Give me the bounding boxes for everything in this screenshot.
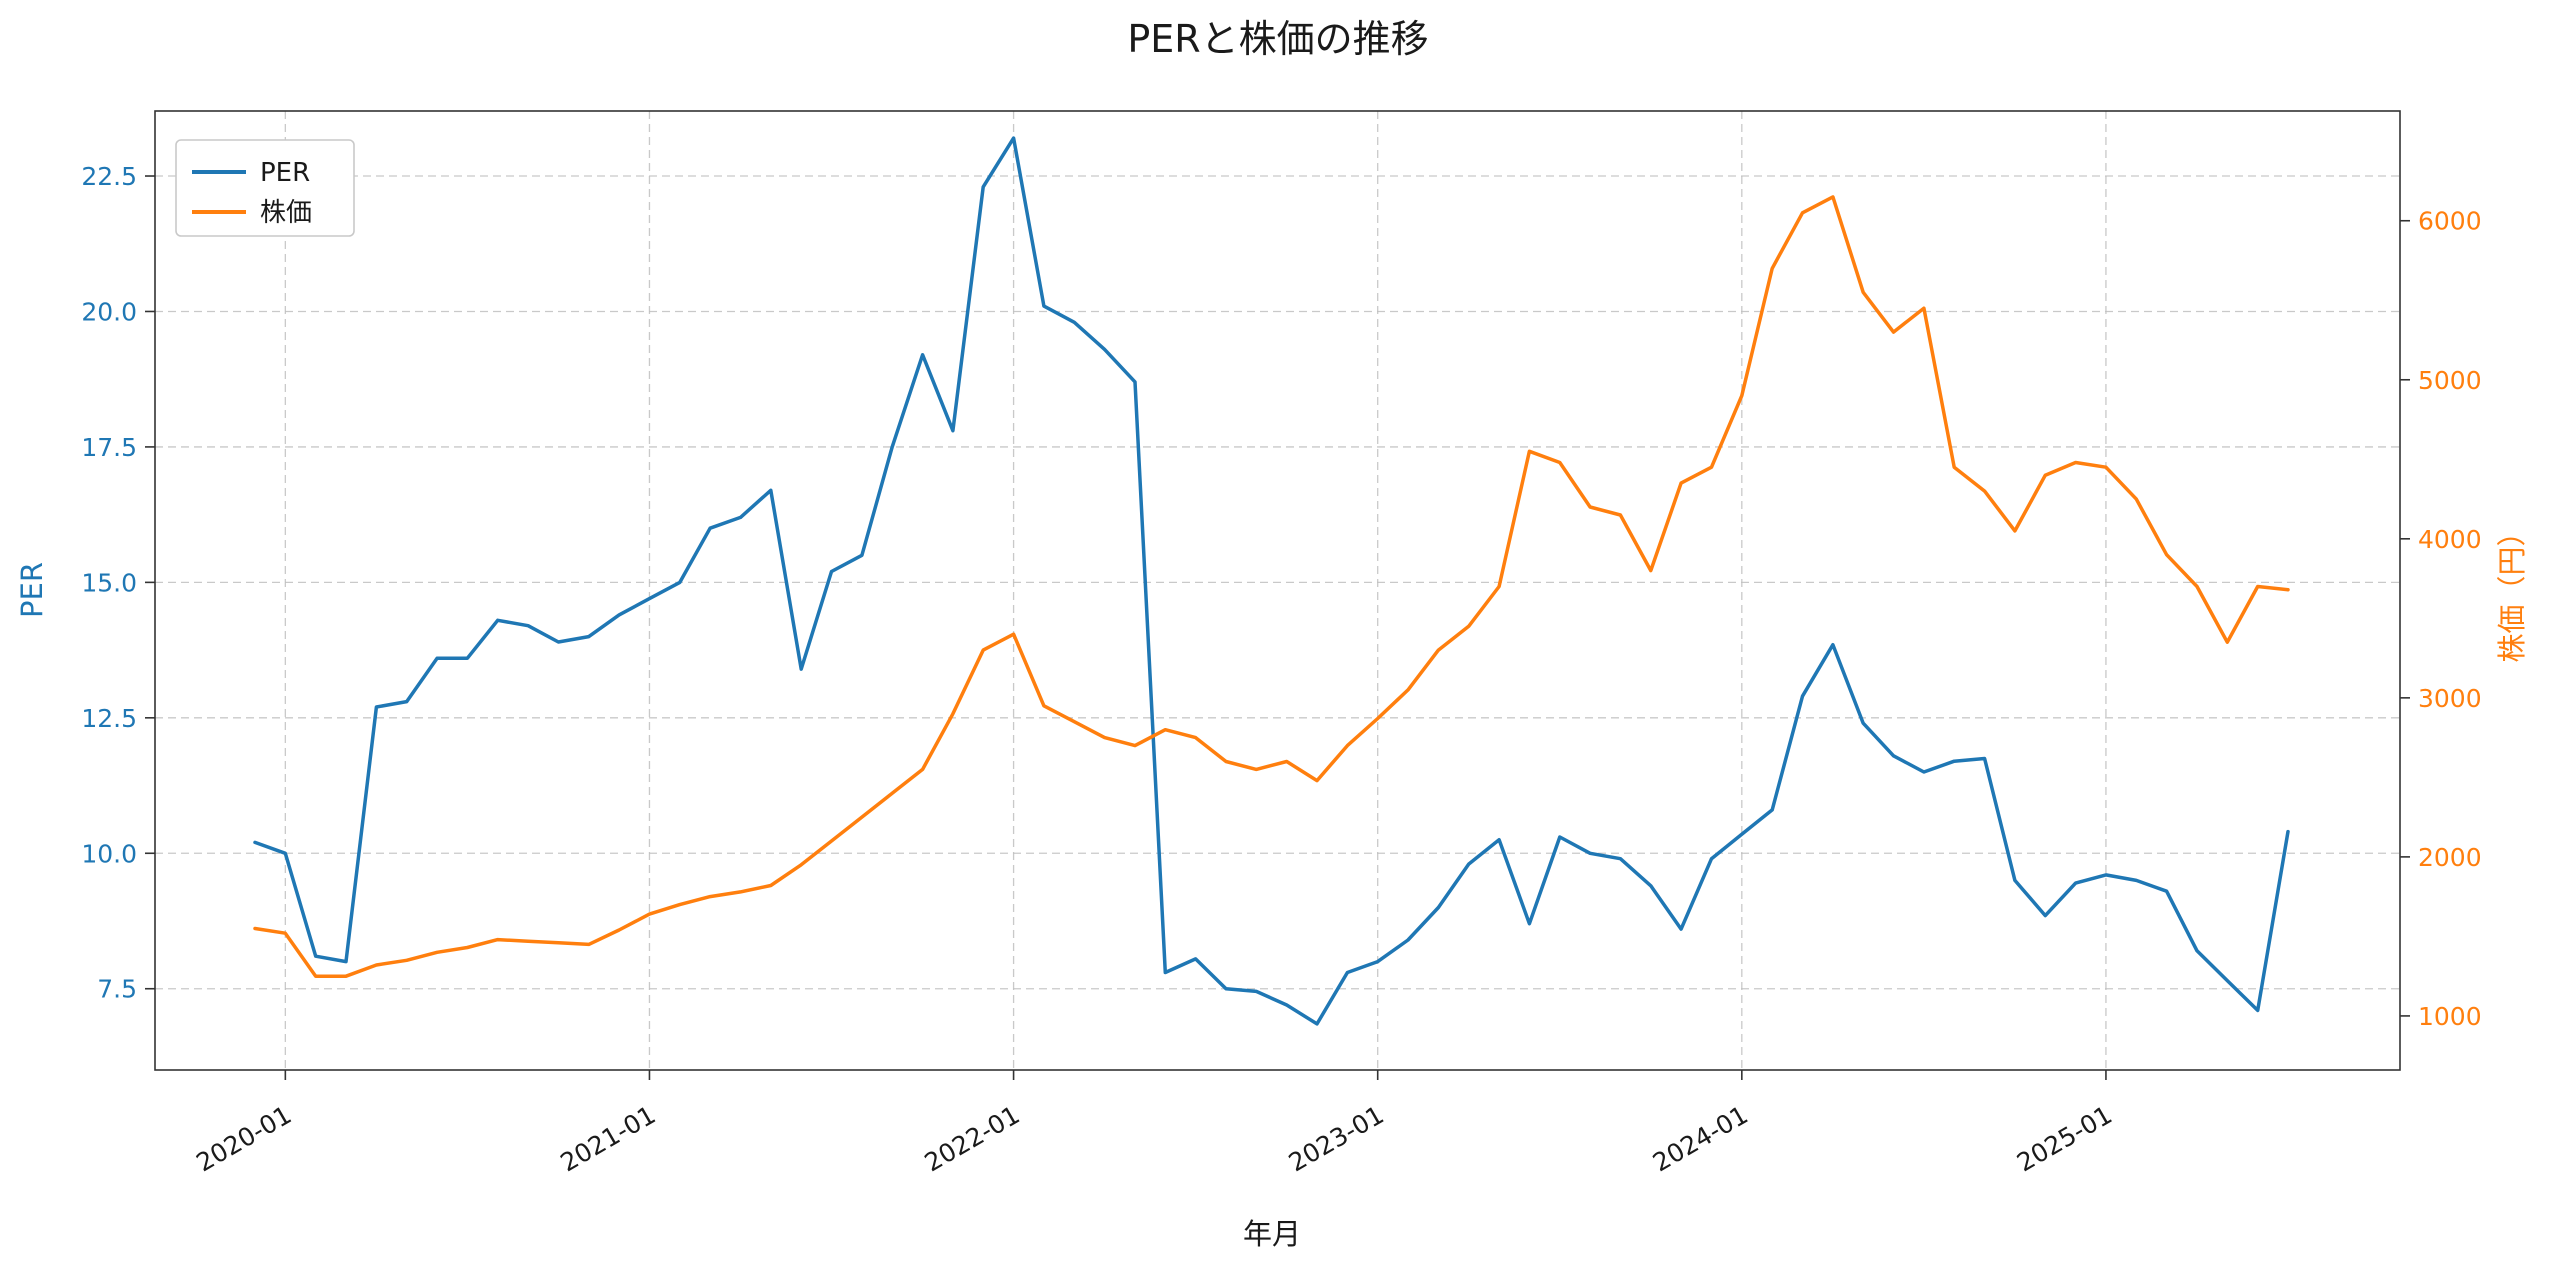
y-tick-label-left: 12.5	[81, 704, 137, 733]
y-tick-label-right: 5000	[2418, 366, 2482, 395]
series-line-kabuka	[253, 195, 2290, 978]
y-tick-label-left: 7.5	[97, 975, 137, 1004]
x-tick-label: 2024-01	[1648, 1100, 1753, 1177]
y-tick-label-right: 6000	[2418, 207, 2482, 236]
y-tick-label-left: 22.5	[81, 162, 137, 191]
legend-label-per: PER	[260, 158, 310, 188]
y-axis-label-right: 株価（円）	[2495, 517, 2529, 662]
y-tick-label-left: 20.0	[81, 297, 137, 326]
x-tick-label: 2023-01	[1284, 1100, 1389, 1177]
x-tick-label: 2021-01	[555, 1100, 660, 1177]
x-tick-label: 2020-01	[191, 1100, 296, 1177]
series-line-per	[253, 136, 2290, 1026]
x-tick-label: 2025-01	[2012, 1100, 2117, 1177]
y-tick-label-right: 4000	[2418, 525, 2482, 554]
y-tick-label-left: 15.0	[81, 568, 137, 597]
y-axis-label-left: PER	[15, 562, 49, 618]
plot-border	[154, 110, 2401, 1071]
x-tick-label: 2022-01	[920, 1100, 1025, 1177]
legend-label-kabuka: 株価	[260, 198, 312, 228]
y-tick-label-left: 17.5	[81, 433, 137, 462]
chart-title: PERと株価の推移	[1127, 17, 1428, 61]
x-axis-label: 年月	[1243, 1217, 1301, 1251]
legend: PER 株価	[175, 139, 355, 237]
y-tick-label-left: 10.0	[81, 839, 137, 868]
y-tick-label-right: 1000	[2418, 1002, 2482, 1031]
y-tick-label-right: 3000	[2418, 684, 2482, 713]
y-tick-label-right: 2000	[2418, 843, 2482, 872]
